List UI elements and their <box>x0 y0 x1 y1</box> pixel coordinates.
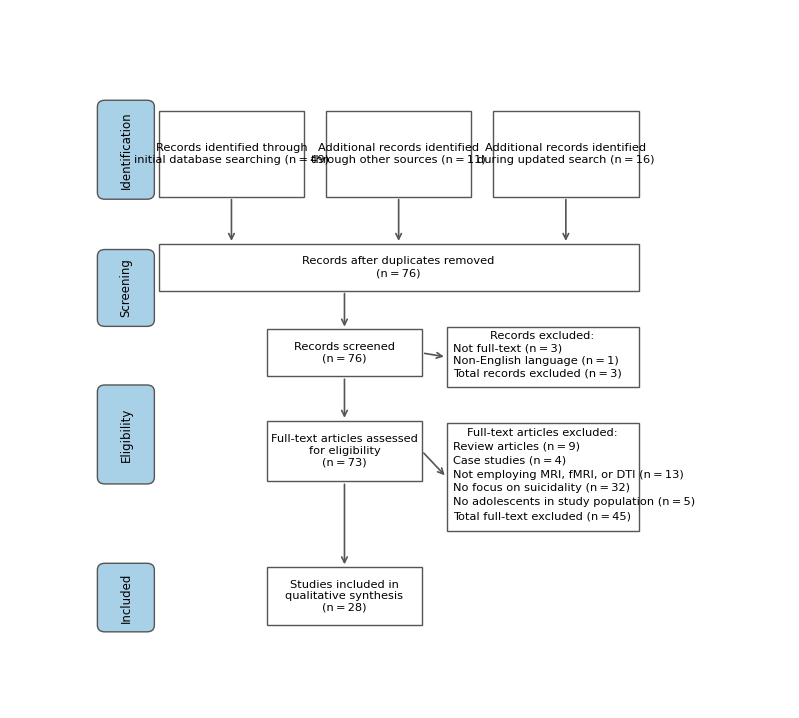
Text: Additional records identified
through other sources (n = 11): Additional records identified through ot… <box>312 143 486 164</box>
Text: Total records excluded (n = 3): Total records excluded (n = 3) <box>453 368 622 378</box>
Text: Additional records identified
during updated search (n = 16): Additional records identified during upd… <box>477 143 654 164</box>
FancyBboxPatch shape <box>447 424 638 531</box>
Text: Eligibility: Eligibility <box>119 407 133 462</box>
FancyBboxPatch shape <box>267 330 422 376</box>
Text: No focus on suicidality (n = 32): No focus on suicidality (n = 32) <box>453 483 630 493</box>
FancyBboxPatch shape <box>267 421 422 482</box>
Text: Not employing MRI, fMRI, or DTI (n = 13): Not employing MRI, fMRI, or DTI (n = 13) <box>453 470 684 480</box>
FancyBboxPatch shape <box>97 385 154 484</box>
Text: Non-English language (n = 1): Non-English language (n = 1) <box>453 356 618 366</box>
Text: Records screened
(n = 76): Records screened (n = 76) <box>294 342 395 364</box>
Text: Not full-text (n = 3): Not full-text (n = 3) <box>453 343 562 353</box>
Text: No adolescents in study population (n = 5): No adolescents in study population (n = … <box>453 497 695 507</box>
FancyBboxPatch shape <box>97 101 154 199</box>
Text: Records excluded:: Records excluded: <box>491 330 594 340</box>
FancyBboxPatch shape <box>267 567 422 625</box>
Text: Full-text articles assessed
for eligibility
(n = 73): Full-text articles assessed for eligibil… <box>271 434 418 467</box>
FancyBboxPatch shape <box>97 250 154 327</box>
FancyBboxPatch shape <box>159 111 304 197</box>
FancyBboxPatch shape <box>493 111 638 197</box>
Text: Total full-text excluded (n = 45): Total full-text excluded (n = 45) <box>453 511 631 521</box>
Text: Included: Included <box>119 572 133 623</box>
FancyBboxPatch shape <box>97 564 154 632</box>
FancyBboxPatch shape <box>159 243 638 291</box>
Text: Screening: Screening <box>119 258 133 317</box>
Text: Records identified through
initial database searching (n = 49): Records identified through initial datab… <box>134 143 329 164</box>
Text: Records after duplicates removed
(n = 76): Records after duplicates removed (n = 76… <box>303 256 495 278</box>
Text: Full-text articles excluded:: Full-text articles excluded: <box>467 428 618 438</box>
FancyBboxPatch shape <box>326 111 471 197</box>
Text: Identification: Identification <box>119 111 133 189</box>
FancyBboxPatch shape <box>447 327 638 388</box>
Text: Case studies (n = 4): Case studies (n = 4) <box>453 456 566 466</box>
Text: Review articles (n = 9): Review articles (n = 9) <box>453 442 580 452</box>
Text: Studies included in
qualitative synthesis
(n = 28): Studies included in qualitative synthesi… <box>285 579 403 612</box>
